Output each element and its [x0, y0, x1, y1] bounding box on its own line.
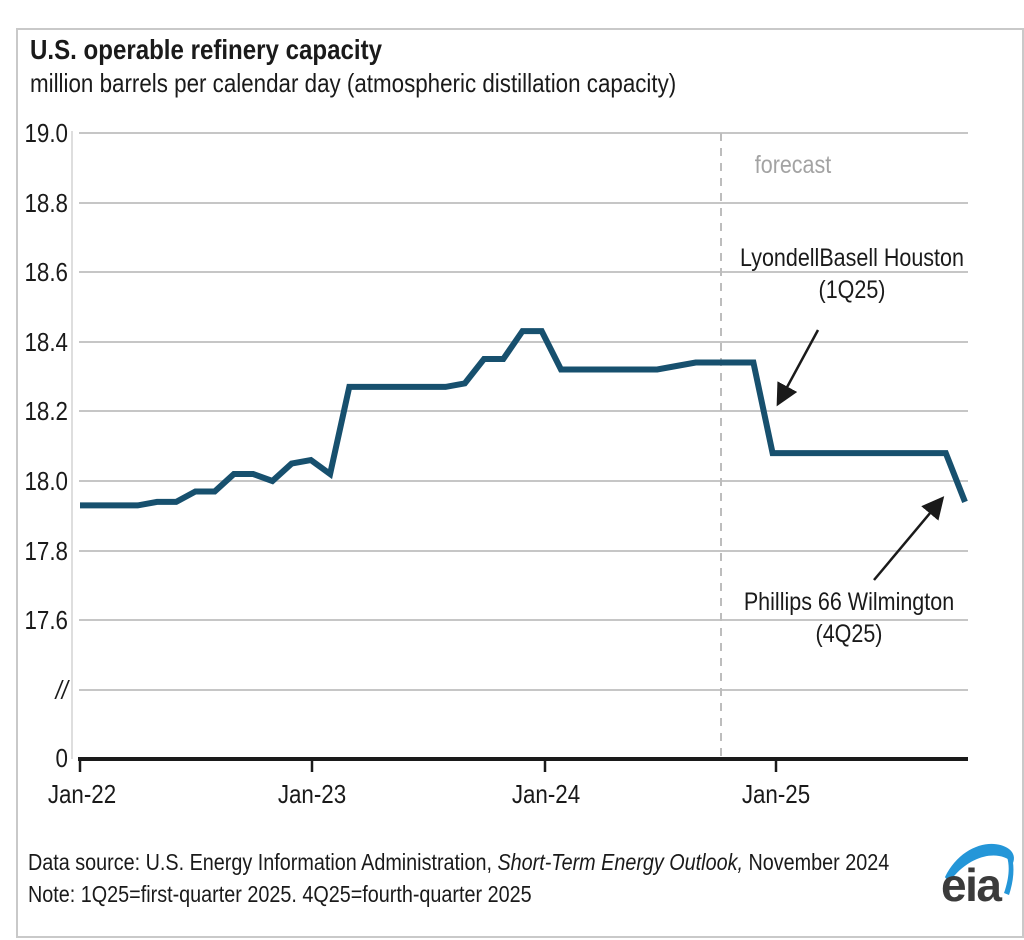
eia-logo-text: eia — [941, 859, 1002, 911]
y-axis-break-mark: // — [55, 675, 68, 705]
page-subtitle-text: million barrels per calendar day (atmosp… — [30, 68, 677, 98]
y-tick-label-17-8: 17.8 — [24, 536, 68, 566]
data-source-prefix: Data source: U.S. Energy Information Adm… — [28, 849, 498, 875]
y-tick-label-18-6: 18.6 — [24, 257, 68, 287]
annotation-lyondellbasell-line2: (1Q25) — [818, 276, 886, 304]
capacity-line-series — [80, 328, 968, 509]
y-tick-label-17-6: 17.6 — [24, 605, 68, 635]
x-tick-label-jan-25: Jan-25 — [741, 779, 811, 809]
x-tick-label-jan-22: Jan-22 — [47, 779, 117, 809]
y-tick-label-19-0: 19.0 — [24, 118, 68, 148]
eia-logo-swoosh-tail-icon — [1004, 854, 1014, 895]
annotation-phillips66-line2: (4Q25) — [815, 620, 883, 648]
y-tick-label-18-4: 18.4 — [24, 327, 68, 357]
data-source-publication: Short-Term Energy Outlook, — [497, 849, 743, 875]
x-axis — [78, 757, 968, 772]
annotation-lyondellbasell-line1: LyondellBasell Houston — [740, 244, 964, 272]
y-tick-label-18-2: 18.2 — [24, 396, 68, 426]
arrow-phillips66 — [873, 496, 945, 581]
data-source-date: November 2024 — [742, 849, 890, 875]
page-subtitle: million barrels per calendar day (atmosp… — [30, 68, 781, 99]
eia-logo-graphic: eia — [941, 843, 1014, 911]
page-title-text: U.S. operable refinery capacity — [30, 34, 382, 65]
arrow-lyondellbasell — [776, 329, 820, 407]
note-line: Note: 1Q25=first-quarter 2025. 4Q25=four… — [28, 880, 614, 909]
eia-logo-swoosh-icon — [945, 843, 1014, 880]
y-tick-label-18-8: 18.8 — [24, 188, 68, 218]
note-text: Note: 1Q25=first-quarter 2025. 4Q25=four… — [28, 881, 532, 907]
x-tick-label-jan-23: Jan-23 — [277, 779, 347, 809]
y-tick-label-0: 0 — [55, 743, 68, 773]
page-title: U.S. operable refinery capacity — [30, 34, 439, 66]
annotation-phillips66-line1: Phillips 66 Wilmington — [743, 588, 955, 616]
y-tick-label-18-0: 18.0 — [24, 466, 68, 496]
eia-logo: eia — [938, 834, 1022, 918]
data-source-line: Data source: U.S. Energy Information Adm… — [28, 848, 1024, 877]
x-tick-label-jan-24: Jan-24 — [511, 779, 581, 809]
forecast-label: forecast — [754, 151, 832, 179]
